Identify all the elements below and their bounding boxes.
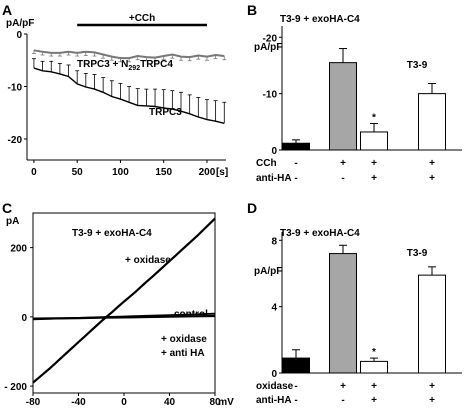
annotation-oxidase: + oxidase [125, 255, 171, 266]
condition-row-label: oxidase [256, 381, 294, 392]
panel-c-ylabel: pA [6, 216, 19, 227]
condition-row-label: CCh [256, 158, 277, 169]
condition-symbol: + [371, 381, 377, 392]
annotation-oxidase-antiha-1: + oxidase [161, 334, 207, 345]
panel-c-x-tick-label: 40 [164, 397, 176, 408]
condition-row-label: anti-HA [256, 395, 292, 406]
panel-c-x-tick-label: -40 [71, 397, 86, 408]
panel-d-bars: * [282, 244, 446, 374]
panel-c: T3-9 + exoHA-C4 pA - 200 0 200 -80 -40 0 40 80m… [4, 212, 234, 408]
panel-c-title: T3-9 + exoHA-C4 [72, 228, 152, 239]
legend-trpc3-n292trpc4: TRPC3 + N292TRPC4 [77, 59, 173, 72]
bar-panel-y-tick-label: 0 [271, 369, 277, 380]
condition-symbol: + [429, 158, 435, 169]
bar-2 [329, 62, 357, 151]
panel-b: T3-9 + exoHA-C4 pA/pF T3-9 * 0 -10 -20 CCh… [254, 14, 462, 184]
panel-c-y-tick-label: - 200 [4, 382, 27, 393]
panel-a-y-tick-label: -20 [8, 135, 23, 146]
condition-row-label: anti-HA [256, 173, 292, 184]
panel-a-x-tick-label: 200 [199, 167, 216, 178]
panel-c-y-tick-label: 200 [10, 244, 27, 255]
panel-b-conditions: CCh - + + +anti-HA - - + + [256, 158, 435, 184]
bar-3 [360, 360, 388, 374]
panel-c-y-tick-label: 0 [21, 313, 27, 324]
panel-c-x-tick-label: 80 [209, 397, 221, 408]
panel-a-x-unit: [s] [216, 167, 228, 178]
panel-a-x-tick-label: 100 [112, 167, 129, 178]
bar-2 [329, 253, 357, 374]
condition-symbol: - [341, 173, 344, 184]
condition-symbol: + [340, 158, 346, 169]
panel-a-x-tick-label: 150 [155, 167, 172, 178]
panel-b-ylabel: pA/pF [254, 42, 282, 53]
trace-oxidase [32, 217, 216, 384]
condition-symbol: + [340, 381, 346, 392]
stim-label: +CCh [129, 13, 155, 24]
bar-panel-y-tick-label: -10 [263, 90, 278, 101]
panel-label-c: C [2, 200, 12, 216]
significance-marker: * [372, 347, 376, 358]
condition-symbol: + [371, 395, 377, 406]
bar-panel-y-tick-label: -20 [263, 33, 278, 44]
panel-a-traces [31, 49, 227, 124]
panel-c-traces [32, 217, 216, 384]
panel-a-x-tick-label: 50 [72, 167, 84, 178]
bar-panel-y-tick-label: 0 [271, 146, 277, 157]
condition-symbol: - [294, 381, 297, 392]
bar-4 [418, 93, 446, 151]
panel-a-y-tick-label: 0 [16, 30, 22, 41]
bar-1 [282, 357, 310, 374]
annotation-oxidase-antiha-2: + anti HA [161, 348, 205, 359]
panel-c-x-tick-label: 0 [121, 397, 127, 408]
panel-d-ylabel: pA/pF [254, 266, 282, 277]
panel-d-axes: 0 4 8 [271, 232, 462, 380]
condition-symbol: - [341, 395, 344, 406]
condition-symbol: - [294, 173, 297, 184]
panel-a: pA/pF +CCh 0 -10 -20 0 50 100 150 200 [s] TRPC3 … [6, 13, 228, 178]
significance-marker: * [372, 113, 376, 124]
bar-3 [360, 131, 388, 151]
bar-panel-y-tick-label: 8 [271, 236, 277, 247]
panel-d-conditions: oxidase - + + +anti-HA - - + + [256, 381, 435, 406]
panel-b-group-label: T3-9 [407, 60, 428, 71]
panel-c-x-tick-label: -80 [26, 397, 41, 408]
trace-trpc3-n292trpc4 [33, 49, 225, 60]
condition-symbol: + [429, 173, 435, 184]
condition-symbol: - [294, 158, 297, 169]
condition-symbol: + [429, 381, 435, 392]
condition-symbol: - [294, 395, 297, 406]
panel-b-bars: * [282, 48, 446, 151]
panel-a-ylabel: pA/pF [6, 18, 34, 29]
panel-a-x-tick-label: 0 [31, 167, 37, 178]
legend-trpc3: TRPC3 [149, 107, 182, 118]
trace-oxidase-antiha [32, 312, 216, 321]
panel-label-a: A [2, 2, 12, 18]
annotation-control: control [174, 309, 208, 320]
panel-b-axes: 0 -10 -20 [263, 26, 462, 157]
panel-d-title: T3-9 + exoHA-C4 [280, 228, 360, 239]
panel-c-x-unit: mV [218, 397, 234, 408]
panel-a-axes: 0 -10 -20 0 50 100 150 200 [s] [8, 30, 229, 178]
panel-d-group-label: T3-9 [407, 248, 428, 259]
panel-label-d: D [247, 200, 257, 216]
bar-panel-y-tick-label: 4 [271, 303, 277, 314]
panel-a-y-tick-label: -10 [8, 83, 23, 94]
condition-symbol: + [429, 395, 435, 406]
bar-1 [282, 142, 310, 151]
trace-trpc3 [33, 67, 225, 124]
bar-4 [418, 274, 446, 374]
panel-b-title: T3-9 + exoHA-C4 [280, 14, 360, 25]
condition-symbol: + [371, 158, 377, 169]
panel-d: T3-9 + exoHA-C4 pA/pF T3-9 * 0 4 8 oxidase… [254, 228, 462, 406]
panel-label-b: B [247, 2, 257, 18]
condition-symbol: + [371, 173, 377, 184]
